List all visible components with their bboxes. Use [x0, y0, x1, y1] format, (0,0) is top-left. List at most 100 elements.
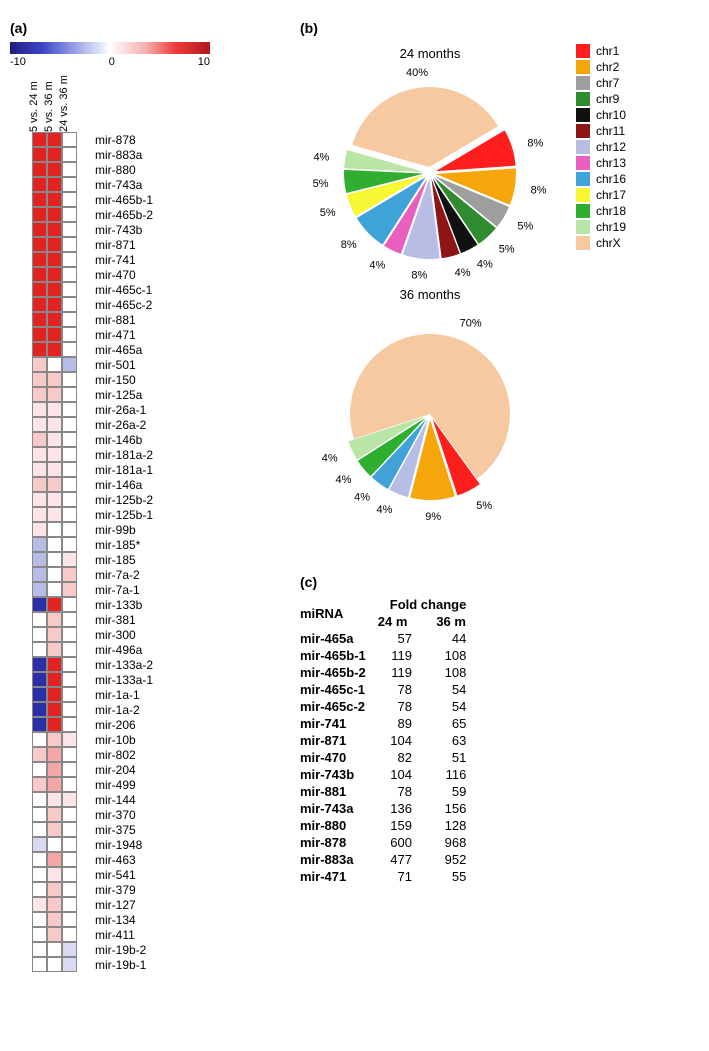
heatmap-cell [47, 597, 62, 612]
heatmap-cell [32, 852, 47, 867]
heatmap-row-label: mir-185 [95, 553, 136, 567]
legend-swatch [576, 76, 590, 90]
pie-slice-label: 70% [460, 318, 482, 330]
heatmap-cell [32, 747, 47, 762]
heatmap-cell [62, 462, 77, 477]
table-row: mir-4708251 [300, 749, 478, 766]
heatmap-cell [62, 552, 77, 567]
heatmap-cell [62, 372, 77, 387]
fc-mirna: mir-470 [300, 749, 378, 766]
pie-24-block: 24 months 40%8%8%5%5%4%4%8%4%8%5%5%4% [300, 42, 560, 283]
heatmap-row: mir-99b [10, 522, 270, 537]
pie-slice-label: 5% [476, 500, 492, 512]
legend-item: chr11 [576, 124, 626, 138]
heatmap-row-label: mir-501 [95, 358, 136, 372]
heatmap-row: mir-19b-2 [10, 942, 270, 957]
heatmap-cell [32, 192, 47, 207]
heatmap-row: mir-501 [10, 357, 270, 372]
heatmap-row: mir-465a [10, 342, 270, 357]
heatmap-row: mir-144 [10, 792, 270, 807]
heatmap-cell [62, 612, 77, 627]
fc-36: 156 [424, 800, 478, 817]
heatmap-row: mir-26a-1 [10, 402, 270, 417]
table-row: mir-878600968 [300, 834, 478, 851]
heatmap-row: mir-463 [10, 852, 270, 867]
table-row: mir-883a477952 [300, 851, 478, 868]
heatmap-cell [47, 582, 62, 597]
heatmap-cell [32, 762, 47, 777]
panel-a-label: (a) [10, 20, 270, 36]
fc-mirna: mir-465b-1 [300, 647, 378, 664]
heatmap-row: mir-370 [10, 807, 270, 822]
heatmap-row: mir-146a [10, 477, 270, 492]
heatmap-cell [62, 192, 77, 207]
colorbar-max: 10 [198, 56, 210, 68]
fc-24: 119 [378, 664, 424, 681]
heatmap-cell [47, 822, 62, 837]
panel-a: (a) -10 0 10 5 vs. 24 m5 vs. 36 m24 vs. … [10, 20, 270, 972]
heatmap-row: mir-125b-2 [10, 492, 270, 507]
fc-24: 78 [378, 698, 424, 715]
fc-36: 116 [424, 766, 478, 783]
legend-swatch [576, 108, 590, 122]
heatmap-body: mir-878mir-883amir-880mir-743amir-465b-1… [10, 132, 270, 972]
heatmap-cell [47, 342, 62, 357]
colorbar-ticks: -10 0 10 [10, 56, 210, 68]
heatmap-cell [62, 747, 77, 762]
heatmap-cell [62, 927, 77, 942]
heatmap-row-label: mir-146a [95, 478, 142, 492]
heatmap-cell [47, 642, 62, 657]
heatmap-row: mir-743a [10, 177, 270, 192]
heatmap-cell [32, 837, 47, 852]
heatmap-cell [47, 297, 62, 312]
heatmap-cell [47, 657, 62, 672]
heatmap-cell [32, 222, 47, 237]
fc-36: 44 [424, 630, 478, 647]
heatmap-cell [47, 702, 62, 717]
heatmap-cell [47, 387, 62, 402]
pie-slice-label: 5% [320, 207, 336, 219]
heatmap-row: mir-206 [10, 717, 270, 732]
heatmap-cell [32, 417, 47, 432]
heatmap-row-label: mir-465b-2 [95, 208, 153, 222]
heatmap-cell [32, 162, 47, 177]
heatmap-cell [62, 777, 77, 792]
pie-slice-label: 8% [531, 185, 547, 197]
legend-label: chr17 [596, 188, 626, 202]
heatmap-cell [62, 252, 77, 267]
heatmap-cell [47, 717, 62, 732]
heatmap-row-label: mir-381 [95, 613, 136, 627]
heatmap-cell [32, 147, 47, 162]
pie-36-title: 36 months [300, 287, 560, 302]
pie-slice-label: 5% [313, 178, 329, 190]
legend-item: chr16 [576, 172, 626, 186]
heatmap-row-label: mir-204 [95, 763, 136, 777]
fc-24: 159 [378, 817, 424, 834]
legend-label: chr2 [596, 60, 619, 74]
heatmap-cell [47, 507, 62, 522]
fc-header-36: 36 m [424, 613, 478, 630]
heatmap-row: mir-1a-2 [10, 702, 270, 717]
heatmap-cell [32, 477, 47, 492]
heatmap-row-label: mir-463 [95, 853, 136, 867]
heatmap-row: mir-7a-1 [10, 582, 270, 597]
heatmap-cell [32, 927, 47, 942]
heatmap-cell [32, 717, 47, 732]
heatmap-cell [47, 537, 62, 552]
heatmap-cell [32, 507, 47, 522]
heatmap-cell [62, 537, 77, 552]
heatmap-cell [32, 132, 47, 147]
heatmap-cell [47, 192, 62, 207]
heatmap-row: mir-878 [10, 132, 270, 147]
heatmap-row: mir-411 [10, 927, 270, 942]
table-row: mir-743b104116 [300, 766, 478, 783]
heatmap-row-label: mir-134 [95, 913, 136, 927]
heatmap-cell [47, 522, 62, 537]
heatmap-row-label: mir-802 [95, 748, 136, 762]
legend-item: chr7 [576, 76, 626, 90]
heatmap-cell [47, 372, 62, 387]
colorbar-mid: 0 [109, 56, 115, 68]
heatmap-row: mir-146b [10, 432, 270, 447]
panel-b-label: (b) [300, 20, 699, 36]
legend-item: chr18 [576, 204, 626, 218]
